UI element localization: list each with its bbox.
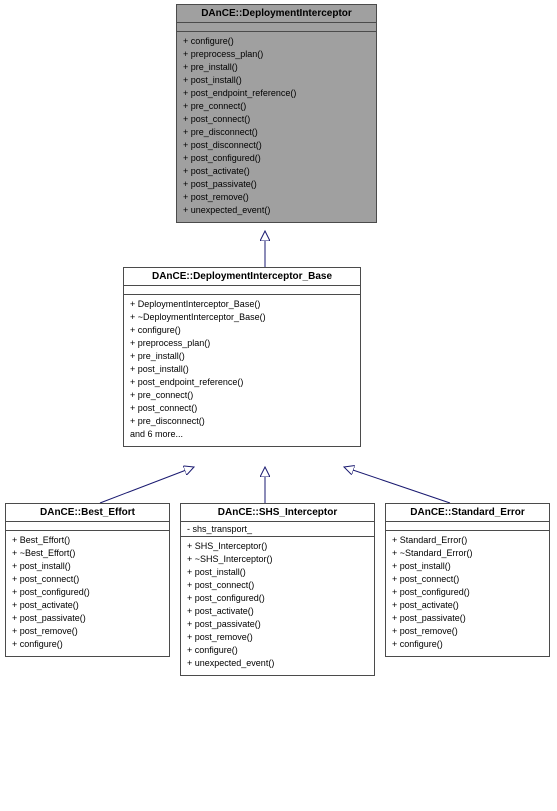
operation: + pre_disconnect(): [130, 415, 354, 428]
class-ops: + configure()+ preprocess_plan()+ pre_in…: [177, 32, 376, 222]
operation: + configure(): [130, 324, 354, 337]
class-shs-interceptor[interactable]: DAnCE::SHS_Interceptor - shs_transport_ …: [180, 503, 375, 676]
class-ops: + SHS_Interceptor()+ ~SHS_Interceptor()+…: [181, 537, 374, 675]
operation: + post_activate(): [183, 165, 370, 178]
class-deployment-interceptor[interactable]: DAnCE::DeploymentInterceptor + configure…: [176, 4, 377, 223]
operation: + Standard_Error(): [392, 534, 543, 547]
operation: + ~SHS_Interceptor(): [187, 553, 368, 566]
operation: + post_passivate(): [187, 618, 368, 631]
class-best-effort[interactable]: DAnCE::Best_Effort + Best_Effort()+ ~Bes…: [5, 503, 170, 657]
operation: + preprocess_plan(): [183, 48, 370, 61]
operation: + pre_connect(): [183, 100, 370, 113]
operation: + configure(): [12, 638, 163, 651]
class-standard-error[interactable]: DAnCE::Standard_Error + Standard_Error()…: [385, 503, 550, 657]
class-attrs: - shs_transport_: [181, 522, 374, 537]
operation: + post_configured(): [187, 592, 368, 605]
operation: + SHS_Interceptor(): [187, 540, 368, 553]
operation: + ~DeploymentInterceptor_Base(): [130, 311, 354, 324]
operation: + DeploymentInterceptor_Base(): [130, 298, 354, 311]
operation: + post_remove(): [183, 191, 370, 204]
operation: + Best_Effort(): [12, 534, 163, 547]
operation: + pre_disconnect(): [183, 126, 370, 139]
class-deployment-interceptor-base[interactable]: DAnCE::DeploymentInterceptor_Base + Depl…: [123, 267, 361, 447]
operation: + post_connect(): [130, 402, 354, 415]
operation: + post_connect(): [187, 579, 368, 592]
class-ops: + Standard_Error()+ ~Standard_Error()+ p…: [386, 531, 549, 656]
class-attrs-empty: [177, 23, 376, 32]
operation: + unexpected_event(): [183, 204, 370, 217]
operation: + post_activate(): [12, 599, 163, 612]
class-title: DAnCE::SHS_Interceptor: [181, 504, 374, 522]
operation: + post_connect(): [183, 113, 370, 126]
operation: + configure(): [392, 638, 543, 651]
operation: + post_install(): [130, 363, 354, 376]
operation: + ~Standard_Error(): [392, 547, 543, 560]
operation: + pre_install(): [130, 350, 354, 363]
operation: + configure(): [187, 644, 368, 657]
operation: + post_passivate(): [183, 178, 370, 191]
operation: + preprocess_plan(): [130, 337, 354, 350]
inheritance-edge: [344, 467, 450, 503]
operation: + post_install(): [392, 560, 543, 573]
operation: + post_remove(): [187, 631, 368, 644]
operation: + unexpected_event(): [187, 657, 368, 670]
class-attrs-empty: [6, 522, 169, 531]
operation: + post_endpoint_reference(): [130, 376, 354, 389]
operation: and 6 more...: [130, 428, 354, 441]
operation: + post_activate(): [392, 599, 543, 612]
operation: + post_install(): [12, 560, 163, 573]
operation: + post_install(): [183, 74, 370, 87]
operation: + post_connect(): [392, 573, 543, 586]
operation: + post_activate(): [187, 605, 368, 618]
operation: + post_connect(): [12, 573, 163, 586]
operation: + post_remove(): [12, 625, 163, 638]
operation: + pre_connect(): [130, 389, 354, 402]
operation: + post_endpoint_reference(): [183, 87, 370, 100]
class-attrs-empty: [386, 522, 549, 531]
inheritance-edge: [100, 467, 194, 503]
operation: + post_passivate(): [392, 612, 543, 625]
operation: + post_disconnect(): [183, 139, 370, 152]
operation: + post_passivate(): [12, 612, 163, 625]
operation: + pre_install(): [183, 61, 370, 74]
class-title: DAnCE::DeploymentInterceptor_Base: [124, 268, 360, 286]
operation: + post_configured(): [12, 586, 163, 599]
class-title: DAnCE::DeploymentInterceptor: [177, 5, 376, 23]
class-attrs-empty: [124, 286, 360, 295]
class-title: DAnCE::Best_Effort: [6, 504, 169, 522]
operation: + post_configured(): [392, 586, 543, 599]
operation: + ~Best_Effort(): [12, 547, 163, 560]
class-ops: + Best_Effort()+ ~Best_Effort()+ post_in…: [6, 531, 169, 656]
class-title: DAnCE::Standard_Error: [386, 504, 549, 522]
operation: + post_configured(): [183, 152, 370, 165]
operation: + configure(): [183, 35, 370, 48]
operation: + post_remove(): [392, 625, 543, 638]
class-ops: + DeploymentInterceptor_Base()+ ~Deploym…: [124, 295, 360, 446]
operation: + post_install(): [187, 566, 368, 579]
